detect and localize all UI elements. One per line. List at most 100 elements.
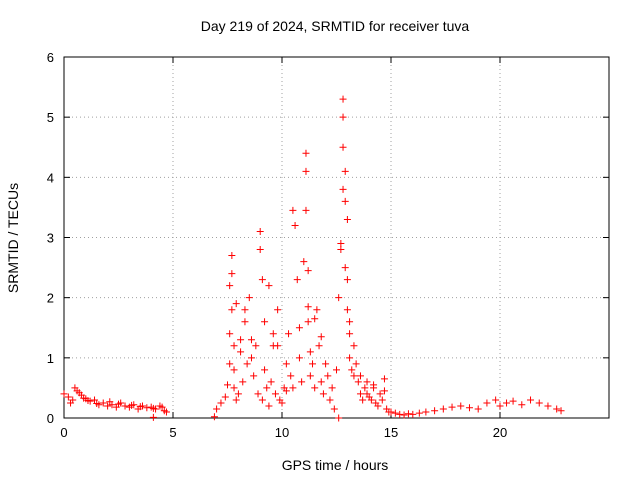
data-point (503, 399, 511, 407)
data-point (400, 411, 408, 419)
data-point (217, 399, 225, 407)
data-point (64, 393, 72, 401)
data-point (230, 342, 238, 350)
data-point (483, 399, 491, 407)
data-point (93, 400, 101, 408)
data-point (317, 378, 325, 386)
data-point (317, 333, 325, 341)
data-point (300, 258, 308, 266)
data-point (298, 378, 306, 386)
data-point (553, 405, 561, 413)
data-point (492, 396, 500, 404)
data-point (230, 384, 238, 392)
data-point (378, 396, 386, 404)
data-point (304, 303, 312, 311)
data-point (322, 360, 330, 368)
data-point (239, 378, 247, 386)
data-point (136, 403, 144, 411)
data-point (302, 206, 310, 214)
data-point (106, 398, 114, 406)
data-point (228, 270, 236, 278)
data-point (509, 397, 517, 405)
data-point (535, 399, 543, 407)
data-point (252, 342, 260, 350)
data-point (267, 378, 275, 386)
data-point (350, 372, 358, 380)
data-point (341, 264, 349, 272)
y-tick-label: 6 (47, 50, 54, 65)
data-point (256, 246, 264, 254)
x-tick-label: 0 (60, 425, 67, 440)
data-point (361, 384, 369, 392)
data-point (544, 402, 552, 410)
x-tick-label: 20 (493, 425, 507, 440)
data-point (348, 366, 356, 374)
data-point (91, 396, 99, 404)
data-point (311, 384, 319, 392)
data-point (335, 294, 343, 302)
data-point (228, 306, 236, 314)
data-point (304, 318, 312, 326)
data-point (352, 360, 360, 368)
data-point (354, 378, 362, 386)
y-tick-label: 5 (47, 110, 54, 125)
data-point (271, 390, 279, 398)
data-point (226, 282, 234, 290)
y-tick-label: 2 (47, 291, 54, 306)
data-point (343, 215, 351, 223)
y-axis-label: SRMTID / TECUs (5, 183, 21, 293)
data-point (269, 330, 277, 338)
y-tick-label: 0 (47, 411, 54, 426)
data-point (256, 227, 264, 235)
data-point (265, 282, 273, 290)
data-point (162, 408, 170, 416)
data-point (282, 360, 290, 368)
data-point (149, 404, 157, 412)
data-point (306, 372, 314, 380)
data-point (422, 408, 430, 416)
data-point (295, 324, 303, 332)
data-point (409, 410, 417, 418)
data-point (370, 381, 378, 389)
data-point (367, 396, 375, 404)
data-point (261, 366, 269, 374)
y-tick-label: 4 (47, 170, 54, 185)
data-point (282, 387, 290, 395)
data-point (415, 409, 423, 417)
data-point (60, 390, 68, 398)
data-point (518, 401, 526, 409)
data-point (289, 384, 297, 392)
data-point (247, 354, 255, 362)
data-point (350, 342, 358, 350)
data-point (99, 399, 107, 407)
data-point (380, 375, 388, 383)
data-point (254, 390, 262, 398)
data-point (274, 306, 282, 314)
chart-title: Day 219 of 2024, SRMTID for receiver tuv… (201, 18, 470, 34)
data-series (60, 95, 565, 422)
data-point (448, 403, 456, 411)
data-point (158, 403, 166, 411)
data-point (328, 384, 336, 392)
series-srmtid (60, 95, 565, 422)
data-point (149, 413, 157, 421)
data-point (333, 366, 340, 374)
data-point (311, 315, 319, 323)
x-axis-label: GPS time / hours (282, 457, 389, 473)
data-point (335, 414, 343, 422)
data-point (359, 396, 367, 404)
data-point (237, 348, 245, 356)
data-point (250, 372, 258, 380)
data-point (339, 113, 347, 121)
data-point (80, 394, 88, 402)
data-point (391, 409, 399, 417)
data-point (346, 318, 354, 326)
data-point (241, 318, 249, 326)
data-point (356, 390, 364, 398)
data-point (346, 354, 354, 362)
data-point (84, 397, 92, 405)
data-point (263, 384, 271, 392)
data-point (67, 399, 75, 407)
data-point (374, 402, 382, 410)
data-point (237, 336, 245, 344)
